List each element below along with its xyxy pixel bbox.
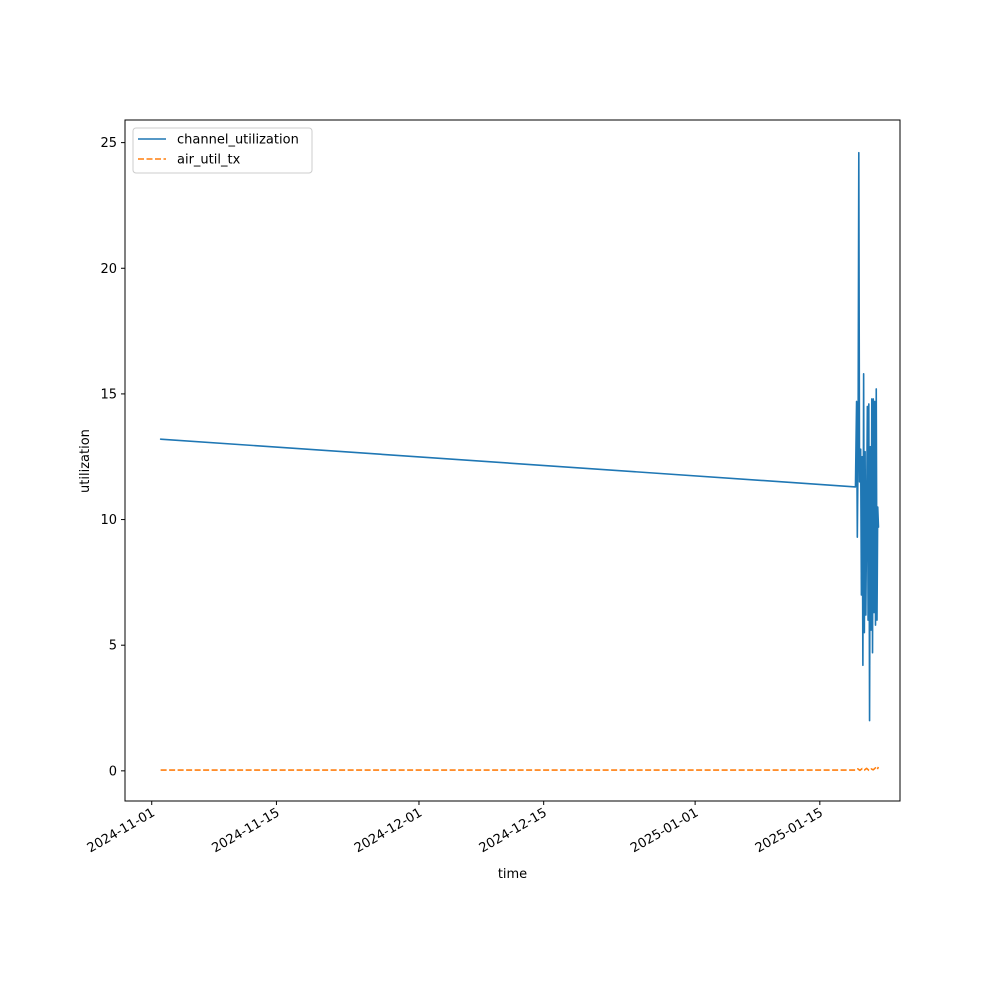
x-tick-label: 2025-01-15 — [753, 805, 826, 856]
series-line-air-util-tx — [160, 766, 880, 772]
legend: channel_utilization air_util_tx — [132, 127, 313, 174]
y-tick-label: 25 — [100, 136, 117, 151]
x-tick-label: 2025-01-01 — [628, 805, 701, 856]
x-tick-label: 2024-12-01 — [352, 805, 425, 856]
y-tick-label: 15 — [100, 387, 117, 402]
x-tick-label: 2024-11-15 — [209, 805, 282, 856]
y-axis-label: utilization — [78, 429, 93, 493]
x-tick-label: 2024-11-01 — [85, 805, 158, 856]
x-axis-label: time — [498, 867, 527, 882]
y-tick-label: 5 — [109, 639, 117, 654]
legend-box — [132, 127, 313, 174]
y-tick-label: 0 — [109, 764, 117, 779]
plot-lines — [159, 151, 880, 772]
y-tick-label: 20 — [100, 262, 117, 277]
axes-frame — [124, 119, 901, 802]
legend-entry-label: channel_utilization — [177, 133, 299, 148]
series-line-channel-utilization — [159, 151, 880, 722]
y-axis: 0 5 10 15 20 25 — [100, 136, 125, 779]
x-axis: 2024-11-01 2024-11-15 2024-12-01 2024-12-15… — [85, 801, 826, 856]
legend-entry-label: air_util_tx — [177, 153, 241, 168]
x-tick-label: 2024-12-15 — [477, 805, 550, 856]
y-tick-label: 10 — [100, 513, 117, 528]
